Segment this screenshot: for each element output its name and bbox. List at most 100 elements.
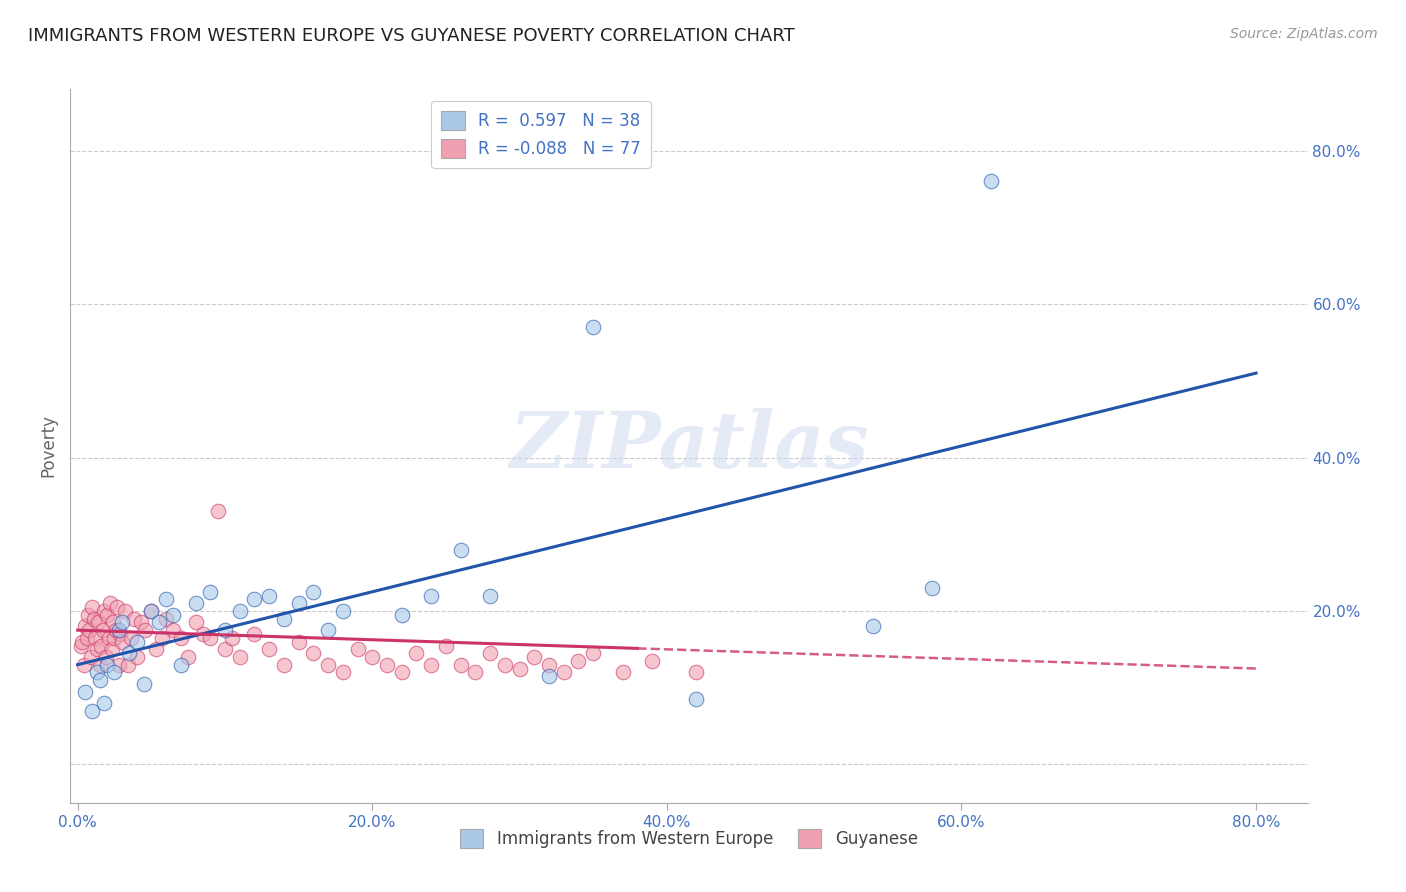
Point: [150, 631, 173, 645]
Point: [523, 650, 546, 665]
Point: [108, 623, 131, 637]
Point: [72, 657, 94, 672]
Point: [91, 623, 114, 637]
Point: [107, 600, 129, 615]
Point: [96, 657, 118, 672]
Point: [73, 619, 96, 633]
Point: [537, 669, 560, 683]
Point: [155, 612, 177, 626]
Point: [103, 665, 125, 680]
Point: [685, 692, 707, 706]
Point: [494, 657, 516, 672]
Point: [86, 665, 108, 680]
Point: [207, 504, 229, 518]
Point: [86, 642, 108, 657]
Point: [612, 665, 634, 680]
Point: [537, 657, 560, 672]
Point: [200, 584, 222, 599]
Point: [391, 665, 413, 680]
Point: [391, 607, 413, 622]
Point: [111, 634, 134, 648]
Point: [141, 604, 163, 618]
Point: [316, 623, 339, 637]
Point: [108, 657, 131, 672]
Point: [122, 612, 145, 626]
Point: [83, 612, 105, 626]
Point: [101, 615, 124, 630]
Point: [332, 665, 354, 680]
Text: IMMIGRANTS FROM WESTERN EUROPE VS GUYANESE POVERTY CORRELATION CHART: IMMIGRANTS FROM WESTERN EUROPE VS GUYANE…: [28, 27, 794, 45]
Point: [243, 627, 266, 641]
Point: [148, 615, 170, 630]
Point: [97, 631, 120, 645]
Point: [191, 627, 214, 641]
Point: [96, 607, 118, 622]
Point: [170, 657, 193, 672]
Point: [450, 542, 472, 557]
Text: ZIPatlas: ZIPatlas: [509, 408, 869, 484]
Point: [90, 639, 112, 653]
Point: [273, 657, 295, 672]
Point: [273, 612, 295, 626]
Point: [420, 589, 443, 603]
Point: [200, 631, 222, 645]
Y-axis label: Poverty: Poverty: [39, 415, 58, 477]
Point: [145, 642, 167, 657]
Point: [553, 665, 575, 680]
Point: [582, 646, 605, 660]
Point: [162, 607, 184, 622]
Point: [170, 631, 193, 645]
Point: [921, 581, 943, 595]
Point: [302, 646, 325, 660]
Point: [162, 623, 184, 637]
Point: [125, 634, 148, 648]
Point: [129, 615, 152, 630]
Point: [287, 596, 309, 610]
Point: [221, 631, 243, 645]
Point: [287, 634, 309, 648]
Point: [117, 657, 139, 672]
Point: [120, 631, 142, 645]
Point: [110, 627, 132, 641]
Point: [132, 677, 155, 691]
Point: [93, 604, 115, 618]
Point: [479, 646, 502, 660]
Point: [302, 584, 325, 599]
Point: [464, 665, 486, 680]
Point: [257, 589, 280, 603]
Point: [93, 696, 115, 710]
Point: [80, 650, 103, 665]
Point: [104, 623, 127, 637]
Point: [641, 654, 664, 668]
Point: [434, 639, 457, 653]
Point: [214, 642, 236, 657]
Point: [509, 661, 531, 675]
Point: [87, 615, 110, 630]
Point: [77, 607, 100, 622]
Point: [214, 623, 236, 637]
Point: [69, 639, 91, 653]
Point: [980, 174, 1002, 188]
Point: [98, 596, 121, 610]
Point: [405, 646, 427, 660]
Text: Source: ZipAtlas.com: Source: ZipAtlas.com: [1230, 27, 1378, 41]
Point: [257, 642, 280, 657]
Point: [316, 657, 339, 672]
Point: [100, 642, 122, 657]
Point: [228, 650, 250, 665]
Point: [94, 650, 117, 665]
Point: [73, 684, 96, 698]
Point: [70, 634, 93, 648]
Point: [228, 604, 250, 618]
Point: [76, 631, 98, 645]
Point: [111, 615, 134, 630]
Point: [332, 604, 354, 618]
Point: [103, 631, 125, 645]
Point: [155, 592, 177, 607]
Point: [141, 604, 163, 618]
Point: [125, 650, 148, 665]
Point: [134, 623, 156, 637]
Point: [479, 589, 502, 603]
Point: [375, 657, 398, 672]
Point: [84, 631, 107, 645]
